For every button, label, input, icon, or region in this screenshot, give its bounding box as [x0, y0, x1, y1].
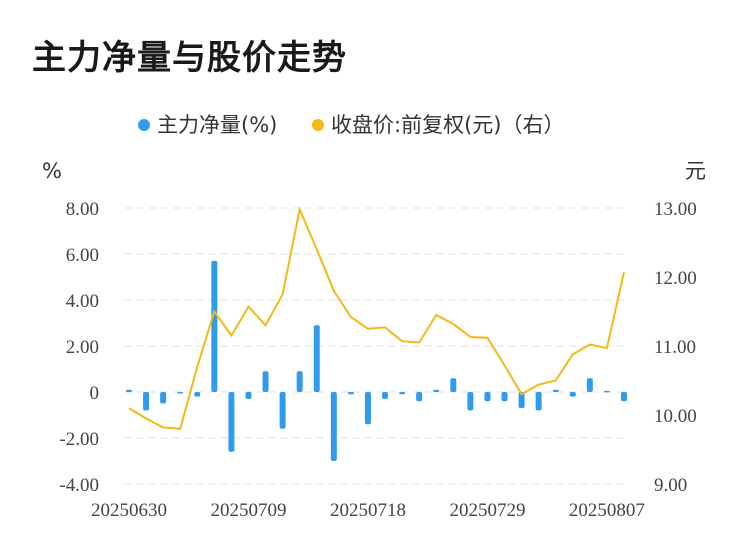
x-tick-label: 20250718 — [330, 500, 406, 521]
bar-20250707 — [211, 260, 218, 392]
legend-marker-0 — [138, 119, 150, 131]
legend-marker-1 — [312, 119, 324, 131]
bar-20250716 — [330, 392, 337, 461]
left-tick-label: 6.00 — [66, 245, 99, 266]
right-axis-unit: 元 — [685, 159, 706, 183]
legend-label-0: 主力净量(%) — [157, 113, 277, 137]
bar-20250728 — [467, 392, 474, 411]
x-tick-label: 20250709 — [210, 500, 286, 521]
bar-20250702 — [160, 392, 167, 404]
right-tick-label: 9.00 — [654, 475, 687, 496]
bar-20250729 — [484, 392, 491, 402]
bar-20250723 — [416, 392, 423, 402]
right-axis-ticks: 13.00 12.00 11.00 10.00 9.00 — [654, 199, 697, 496]
bar-20250701 — [143, 392, 150, 411]
bar-20250710 — [262, 371, 269, 392]
bar-20250715 — [313, 325, 320, 392]
bar-20250717 — [347, 392, 354, 395]
bar-20250806 — [586, 378, 593, 392]
bar-20250807 — [603, 390, 610, 393]
net-flow-bars — [126, 260, 627, 461]
left-axis-unit: % — [42, 159, 62, 183]
legend: 主力净量(%) 收盘价:前复权(元)（右） — [138, 113, 564, 137]
left-tick-label: -2.00 — [59, 429, 99, 450]
bar-20250630 — [126, 389, 132, 392]
price-line — [128, 206, 625, 430]
bar-20250725 — [450, 378, 457, 392]
bar-20250709 — [245, 392, 252, 399]
x-tick-label: 20250729 — [449, 500, 525, 521]
left-tick-label: 8.00 — [66, 199, 99, 220]
bar-20250804 — [552, 389, 559, 392]
bar-20250711 — [279, 392, 286, 429]
bar-20250730 — [501, 392, 508, 402]
bar-20250721 — [382, 392, 389, 399]
left-tick-label: 0 — [90, 383, 100, 404]
right-tick-label: 10.00 — [654, 406, 697, 427]
left-tick-label: 2.00 — [66, 337, 99, 358]
x-tick-label: 20250630 — [91, 500, 167, 521]
bar-20250718 — [364, 392, 371, 425]
left-tick-label: 4.00 — [66, 291, 99, 312]
bar-20250805 — [569, 392, 576, 397]
x-tick-label: 20250807 — [569, 500, 645, 521]
left-axis-ticks: 8.00 6.00 4.00 2.00 0 -2.00 -4.00 — [59, 199, 99, 496]
bar-20250801 — [535, 392, 542, 411]
bar-20250722 — [399, 392, 406, 395]
chart-title: 主力净量与股价走势 — [32, 38, 347, 78]
bar-20250724 — [433, 389, 440, 392]
x-axis-ticks: 20250630 20250709 20250718 20250729 20250807 — [91, 500, 645, 521]
right-tick-label: 13.00 — [654, 199, 697, 220]
bar-20250703 — [177, 392, 184, 394]
right-tick-label: 11.00 — [654, 337, 696, 358]
bar-20250714 — [296, 371, 303, 392]
left-tick-label: -4.00 — [59, 475, 99, 496]
bar-20250708 — [228, 392, 235, 452]
legend-label-1: 收盘价:前复权(元)（右） — [331, 113, 564, 137]
bar-20250808 — [621, 392, 627, 402]
grid-lines — [125, 207, 628, 485]
bar-20250731 — [518, 392, 525, 409]
bar-20250704 — [194, 392, 201, 397]
right-tick-label: 12.00 — [654, 268, 697, 289]
